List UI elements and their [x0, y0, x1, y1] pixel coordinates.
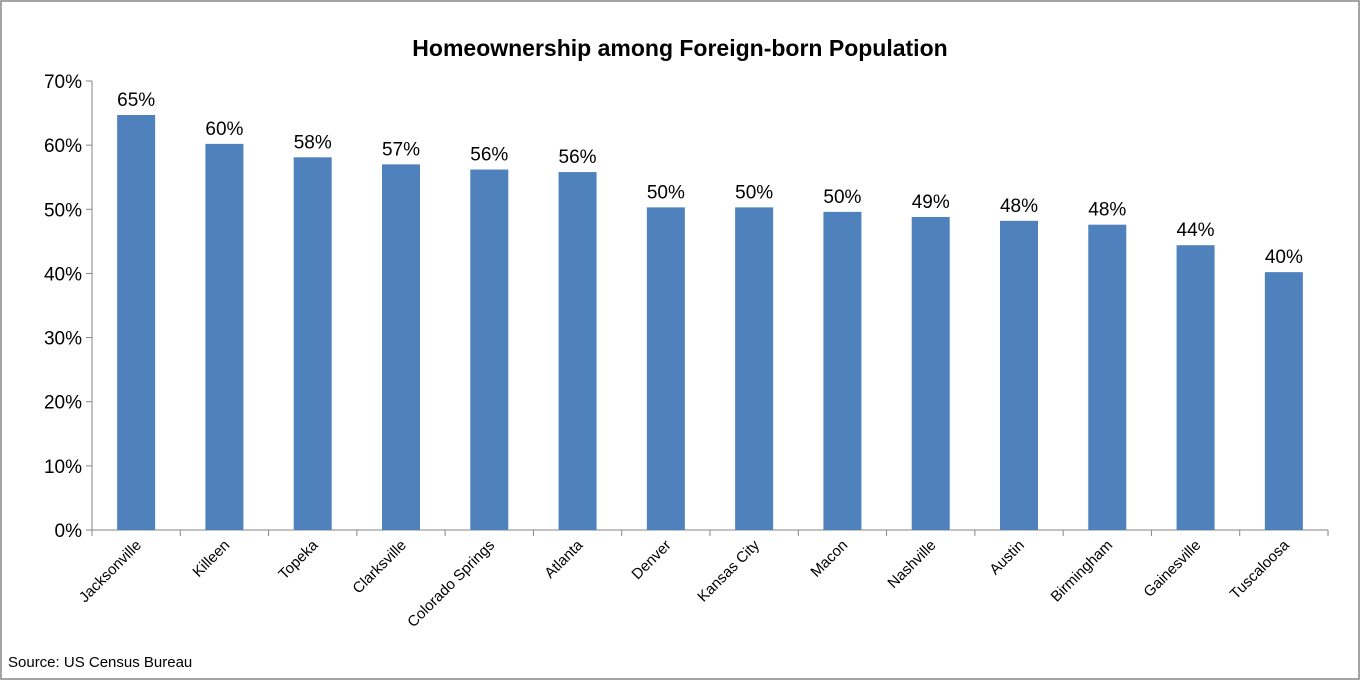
y-tick-label: 40% — [44, 264, 82, 285]
bar — [646, 207, 685, 530]
data-label: 40% — [1265, 247, 1303, 268]
y-tick-label: 10% — [44, 457, 82, 478]
bar — [382, 164, 420, 530]
y-tick-label: 60% — [44, 136, 82, 157]
chart-title: Homeownership among Foreign-born Populat… — [412, 35, 947, 61]
data-label: 48% — [1000, 196, 1038, 217]
bar — [1176, 245, 1215, 530]
bar — [205, 143, 244, 531]
bar — [470, 169, 509, 530]
bar — [1000, 220, 1038, 530]
bar — [558, 172, 597, 530]
bar — [1088, 224, 1127, 530]
y-tick-label: 50% — [44, 200, 82, 221]
data-label: 50% — [735, 182, 773, 203]
bar — [735, 207, 774, 530]
y-tick-label: 0% — [55, 521, 83, 542]
bar — [1264, 272, 1303, 530]
data-label: 50% — [647, 182, 685, 203]
data-label: 48% — [1088, 200, 1126, 221]
source-note: Source: US Census Bureau — [8, 654, 192, 671]
data-label: 60% — [205, 119, 243, 140]
data-label: 50% — [823, 187, 861, 208]
data-label: 57% — [382, 139, 420, 160]
y-tick-label: 20% — [44, 393, 82, 414]
data-label: 49% — [912, 192, 950, 213]
bar — [823, 211, 862, 530]
data-label: 56% — [559, 147, 597, 168]
data-label: 56% — [470, 145, 508, 166]
bar — [117, 114, 156, 530]
data-label: 65% — [117, 90, 155, 111]
data-label: 44% — [1177, 220, 1215, 241]
y-tick-label: 70% — [44, 72, 82, 93]
y-tick-label: 30% — [44, 329, 82, 350]
bar — [911, 216, 950, 531]
bar — [293, 157, 332, 530]
data-label: 58% — [294, 132, 332, 153]
